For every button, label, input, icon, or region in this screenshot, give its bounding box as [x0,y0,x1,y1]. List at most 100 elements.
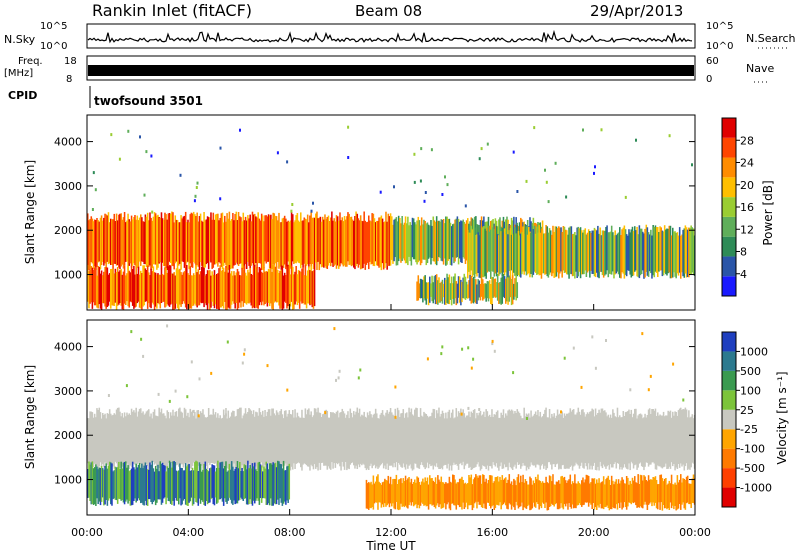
power-cell [429,276,431,303]
velocity-cell [511,410,514,470]
power-speckle [419,179,422,183]
x-tick-label: 20:00 [578,526,610,539]
velocity-cell [391,484,393,507]
power-cell [617,232,620,275]
power-cell [236,269,239,310]
power-cell [302,220,304,268]
power-cell [614,230,616,275]
power-cell [196,212,198,266]
velocity-cell [643,475,645,505]
velocity-cell [657,484,659,510]
velocity-speckle [682,398,685,402]
velocity-cell [384,416,386,466]
velocity-cell [606,416,608,467]
power-cell [317,218,319,262]
colorbar-tick-label: 20 [740,179,754,192]
velocity-cell [258,461,261,505]
power-cell [163,275,165,302]
velocity-cell [468,411,470,468]
power-cell [621,229,623,273]
power-cell [137,266,140,302]
velocity-cell [432,408,435,470]
power-cell [507,234,509,279]
velocity-cell [167,467,170,501]
velocity-cell [96,466,98,499]
velocity-cell [539,480,542,507]
velocity-cell [229,469,232,500]
time-axis: 00:00 04:00 08:00 12:00 16:00 20:00 00:00 [71,304,711,539]
velocity-cell [650,414,652,465]
velocity-cell [248,408,250,464]
velocity-cell [187,464,189,506]
freq-unit: [MHz] [4,68,33,79]
power-speckle [196,181,199,185]
velocity-cell [473,409,476,468]
velocity-cell [236,409,239,471]
velocity-cell [670,474,673,509]
velocity-cell [685,409,688,464]
power-cell [159,217,162,263]
velocity-cell [370,414,372,464]
velocity-cell [479,475,482,505]
velocity-cell [325,409,327,466]
power-cell [359,215,362,270]
power-cell [250,221,253,266]
velocity-cell [577,481,580,506]
velocity-cell [220,418,223,466]
velocity-cell [144,413,147,469]
power-cbar-label: Power [dB] [761,180,775,245]
velocity-cell [207,471,210,503]
power-cell [510,279,513,306]
velocity-cell [479,411,482,471]
power-cell [206,270,209,310]
power-cell [692,228,695,275]
power-cell [242,269,245,307]
power-cell [502,273,505,297]
velocity-cell [590,482,592,505]
velocity-cell [121,468,124,501]
velocity-cell [666,484,668,510]
velocity-cell [609,485,612,509]
power-cell [505,234,507,273]
power-cell [209,270,211,310]
power-speckle [423,199,426,203]
power-cell [216,274,218,309]
velocity-cell [118,461,120,499]
power-cell [558,226,560,279]
velocity-speckle [470,366,473,370]
power-cell [358,220,361,265]
velocity-cell [417,477,420,505]
velocity-cell [131,461,134,505]
velocity-cell [433,409,436,466]
power-cell [160,212,163,270]
velocity-cell [667,483,669,509]
velocity-cell [141,463,143,503]
velocity-cell [480,415,483,469]
power-cell [234,214,236,265]
power-cell [98,221,101,262]
power-cell [605,227,607,275]
power-cell [470,225,473,271]
power-cell [102,275,104,304]
velocity-cell [394,479,397,510]
velocity-cell [188,463,190,503]
power-cell [409,222,411,262]
power-speckle [446,183,449,187]
power-cell [445,216,447,266]
velocity-cell [235,467,238,504]
velocity-cell [392,479,394,504]
velocity-cell [444,418,446,465]
power-cell [210,275,212,308]
velocity-cell [507,410,509,471]
velocity-cell [227,410,230,470]
velocity-cell [416,476,418,509]
power-cell [161,274,164,302]
velocity-cell [130,408,133,468]
velocity-cell [599,412,601,462]
velocity-cell [484,481,486,509]
power-cell [628,229,630,271]
velocity-cell [304,408,307,465]
velocity-cell [104,413,106,463]
power-cell [484,228,486,277]
velocity-cell [266,463,269,505]
